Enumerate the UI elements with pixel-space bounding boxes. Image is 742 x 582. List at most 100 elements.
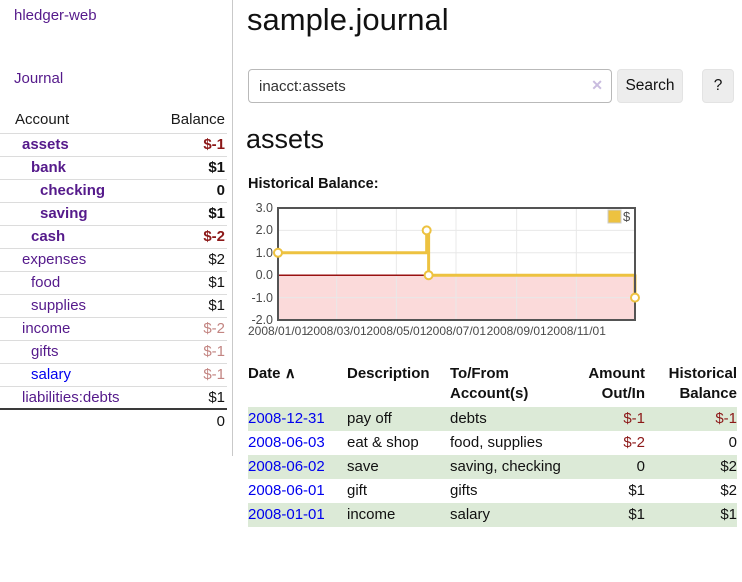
account-row-cash: cash $-2 — [0, 225, 227, 248]
transaction-accounts: saving, checking — [450, 458, 561, 475]
search-button[interactable]: Search — [617, 69, 683, 103]
account-balance: $1 — [208, 159, 225, 176]
account-link-liabilities-debts[interactable]: liabilities:debts — [22, 388, 120, 406]
chart-y-tick: 3.0 — [255, 201, 273, 215]
transaction-amount: $1 — [628, 482, 645, 499]
account-link-salary[interactable]: salary — [31, 366, 72, 383]
accounts-table: Account Balance assets $-1 bank $1 check… — [0, 106, 227, 432]
account-balance: $1 — [208, 297, 225, 314]
accounts-col-balance: Balance — [170, 110, 225, 128]
transaction-description: income — [347, 506, 396, 523]
transaction-date-link[interactable]: 2008-12-31 — [248, 410, 325, 427]
chart-x-tick: 2008/09/01 — [486, 324, 547, 338]
account-row-liabilities-debts: liabilities:debts $1 — [0, 386, 227, 409]
chart-plot: $ — [273, 207, 640, 321]
account-row-expenses: expenses $2 — [0, 248, 227, 271]
transaction-description: save — [347, 458, 379, 475]
transaction-amount: $-2 — [623, 434, 645, 451]
account-link-bank[interactable]: bank — [31, 159, 67, 176]
transaction-date-link[interactable]: 2008-01-01 — [248, 506, 325, 523]
account-link-assets[interactable]: assets — [22, 136, 69, 153]
chart-y-tick: 1.0 — [255, 245, 273, 260]
transaction-date-link[interactable]: 2008-06-02 — [248, 458, 325, 475]
account-row-assets: assets $-1 — [0, 133, 227, 156]
account-link-income[interactable]: income — [22, 320, 71, 337]
chart-x-tick: 2008/01/01 — [247, 324, 309, 338]
account-link-food[interactable]: food — [31, 274, 61, 291]
transaction-amount: 0 — [636, 458, 645, 475]
transaction-description: pay off — [347, 410, 392, 427]
register-header-row: Date ∧ Description To/From Account(s) Am… — [248, 362, 737, 407]
register-col-balance: Historical Balance — [668, 365, 737, 402]
account-row-supplies: supplies $1 — [0, 294, 227, 317]
transaction-balance: $2 — [720, 458, 737, 475]
register-col-accounts: To/From Account(s) — [450, 365, 529, 402]
account-balance: $-2 — [203, 228, 225, 245]
register-row: 2008-12-31 pay off debts $-1 $-1 — [248, 407, 737, 431]
transaction-date-link[interactable]: 2008-06-01 — [248, 482, 325, 499]
account-link-checking[interactable]: checking — [40, 182, 106, 199]
sidebar-item-journal[interactable]: Journal — [14, 70, 64, 87]
accounts-header-row: Account Balance — [0, 106, 227, 133]
brand-link[interactable]: hledger-web — [14, 7, 97, 24]
account-balance: $1 — [208, 388, 225, 406]
legend-swatch — [607, 209, 622, 224]
account-row-food: food $1 — [0, 271, 227, 294]
account-row-salary: salary $-1 — [0, 363, 227, 386]
sidebar: hledger-web Journal Account Balance asse… — [0, 0, 233, 456]
account-balance: $2 — [208, 251, 225, 268]
accounts-total-row: 0 — [0, 409, 227, 432]
transaction-balance: $2 — [720, 482, 737, 499]
page-title: sample.journal — [247, 2, 449, 37]
register-row: 2008-01-01 income salary $1 $1 — [248, 503, 737, 527]
accounts-col-account: Account — [15, 110, 70, 128]
account-link-supplies[interactable]: supplies — [31, 297, 87, 314]
chart-x-tick: 2008/03/01 — [306, 324, 367, 338]
chart-y-tick: -2.0 — [251, 313, 273, 327]
transaction-description: eat & shop — [347, 434, 419, 451]
account-balance: $1 — [208, 205, 225, 222]
search-help-button[interactable]: ? — [702, 69, 734, 103]
register-row: 2008-06-01 gift gifts $1 $2 — [248, 479, 737, 503]
transaction-accounts: debts — [450, 410, 487, 427]
account-balance: $-1 — [203, 136, 225, 153]
account-row-gifts: gifts $-1 — [0, 340, 227, 363]
clear-search-icon[interactable]: ✕ — [591, 77, 603, 93]
accounts-total-value: 0 — [216, 412, 225, 430]
chart-y-tick: 0.0 — [255, 268, 273, 283]
transaction-balance: 0 — [728, 434, 737, 451]
register-col-date[interactable]: Date ∧ — [248, 365, 296, 382]
account-row-income: income $-2 — [0, 317, 227, 340]
chart-y-tick: -1.0 — [251, 290, 273, 305]
transaction-accounts: gifts — [450, 482, 478, 499]
account-balance: $-2 — [203, 320, 225, 337]
chart-x-tick: 2008/05/01 — [366, 324, 427, 338]
account-link-gifts[interactable]: gifts — [31, 343, 59, 360]
transaction-accounts: food, supplies — [450, 434, 543, 451]
register-row: 2008-06-03 eat & shop food, supplies $-2… — [248, 431, 737, 455]
search-form: ✕ — [248, 69, 612, 103]
register-col-description: Description — [347, 365, 430, 382]
chart-x-tick: 2008/07/01 — [425, 324, 487, 338]
account-link-expenses[interactable]: expenses — [22, 251, 87, 268]
account-balance: $1 — [208, 274, 225, 291]
transaction-balance: $1 — [720, 506, 737, 523]
account-balance: $-1 — [203, 343, 225, 360]
transaction-accounts: salary — [450, 506, 491, 523]
account-link-cash[interactable]: cash — [31, 228, 66, 245]
account-balance: 0 — [216, 182, 225, 199]
chart-y-tick: 2.0 — [255, 223, 273, 238]
historical-balance-chart: $3.0 2.0 1.0 0.0 -1.0 -2.0 2008/01/01 2008/03/0… — [236, 201, 742, 343]
register-col-amount: Amount Out/In — [588, 365, 645, 402]
account-balance: $-1 — [203, 366, 225, 383]
account-row-checking: checking 0 — [0, 179, 227, 202]
register-row: 2008-06-02 save saving, checking 0 $2 — [248, 455, 737, 479]
chart-title: Historical Balance: — [248, 176, 379, 192]
transaction-date-link[interactable]: 2008-06-03 — [248, 434, 325, 451]
search-input[interactable] — [248, 69, 612, 103]
sort-asc-icon: ∧ — [284, 365, 296, 382]
transaction-amount: $-1 — [623, 410, 645, 427]
account-heading: assets — [246, 124, 325, 154]
account-link-saving[interactable]: saving — [40, 205, 88, 222]
